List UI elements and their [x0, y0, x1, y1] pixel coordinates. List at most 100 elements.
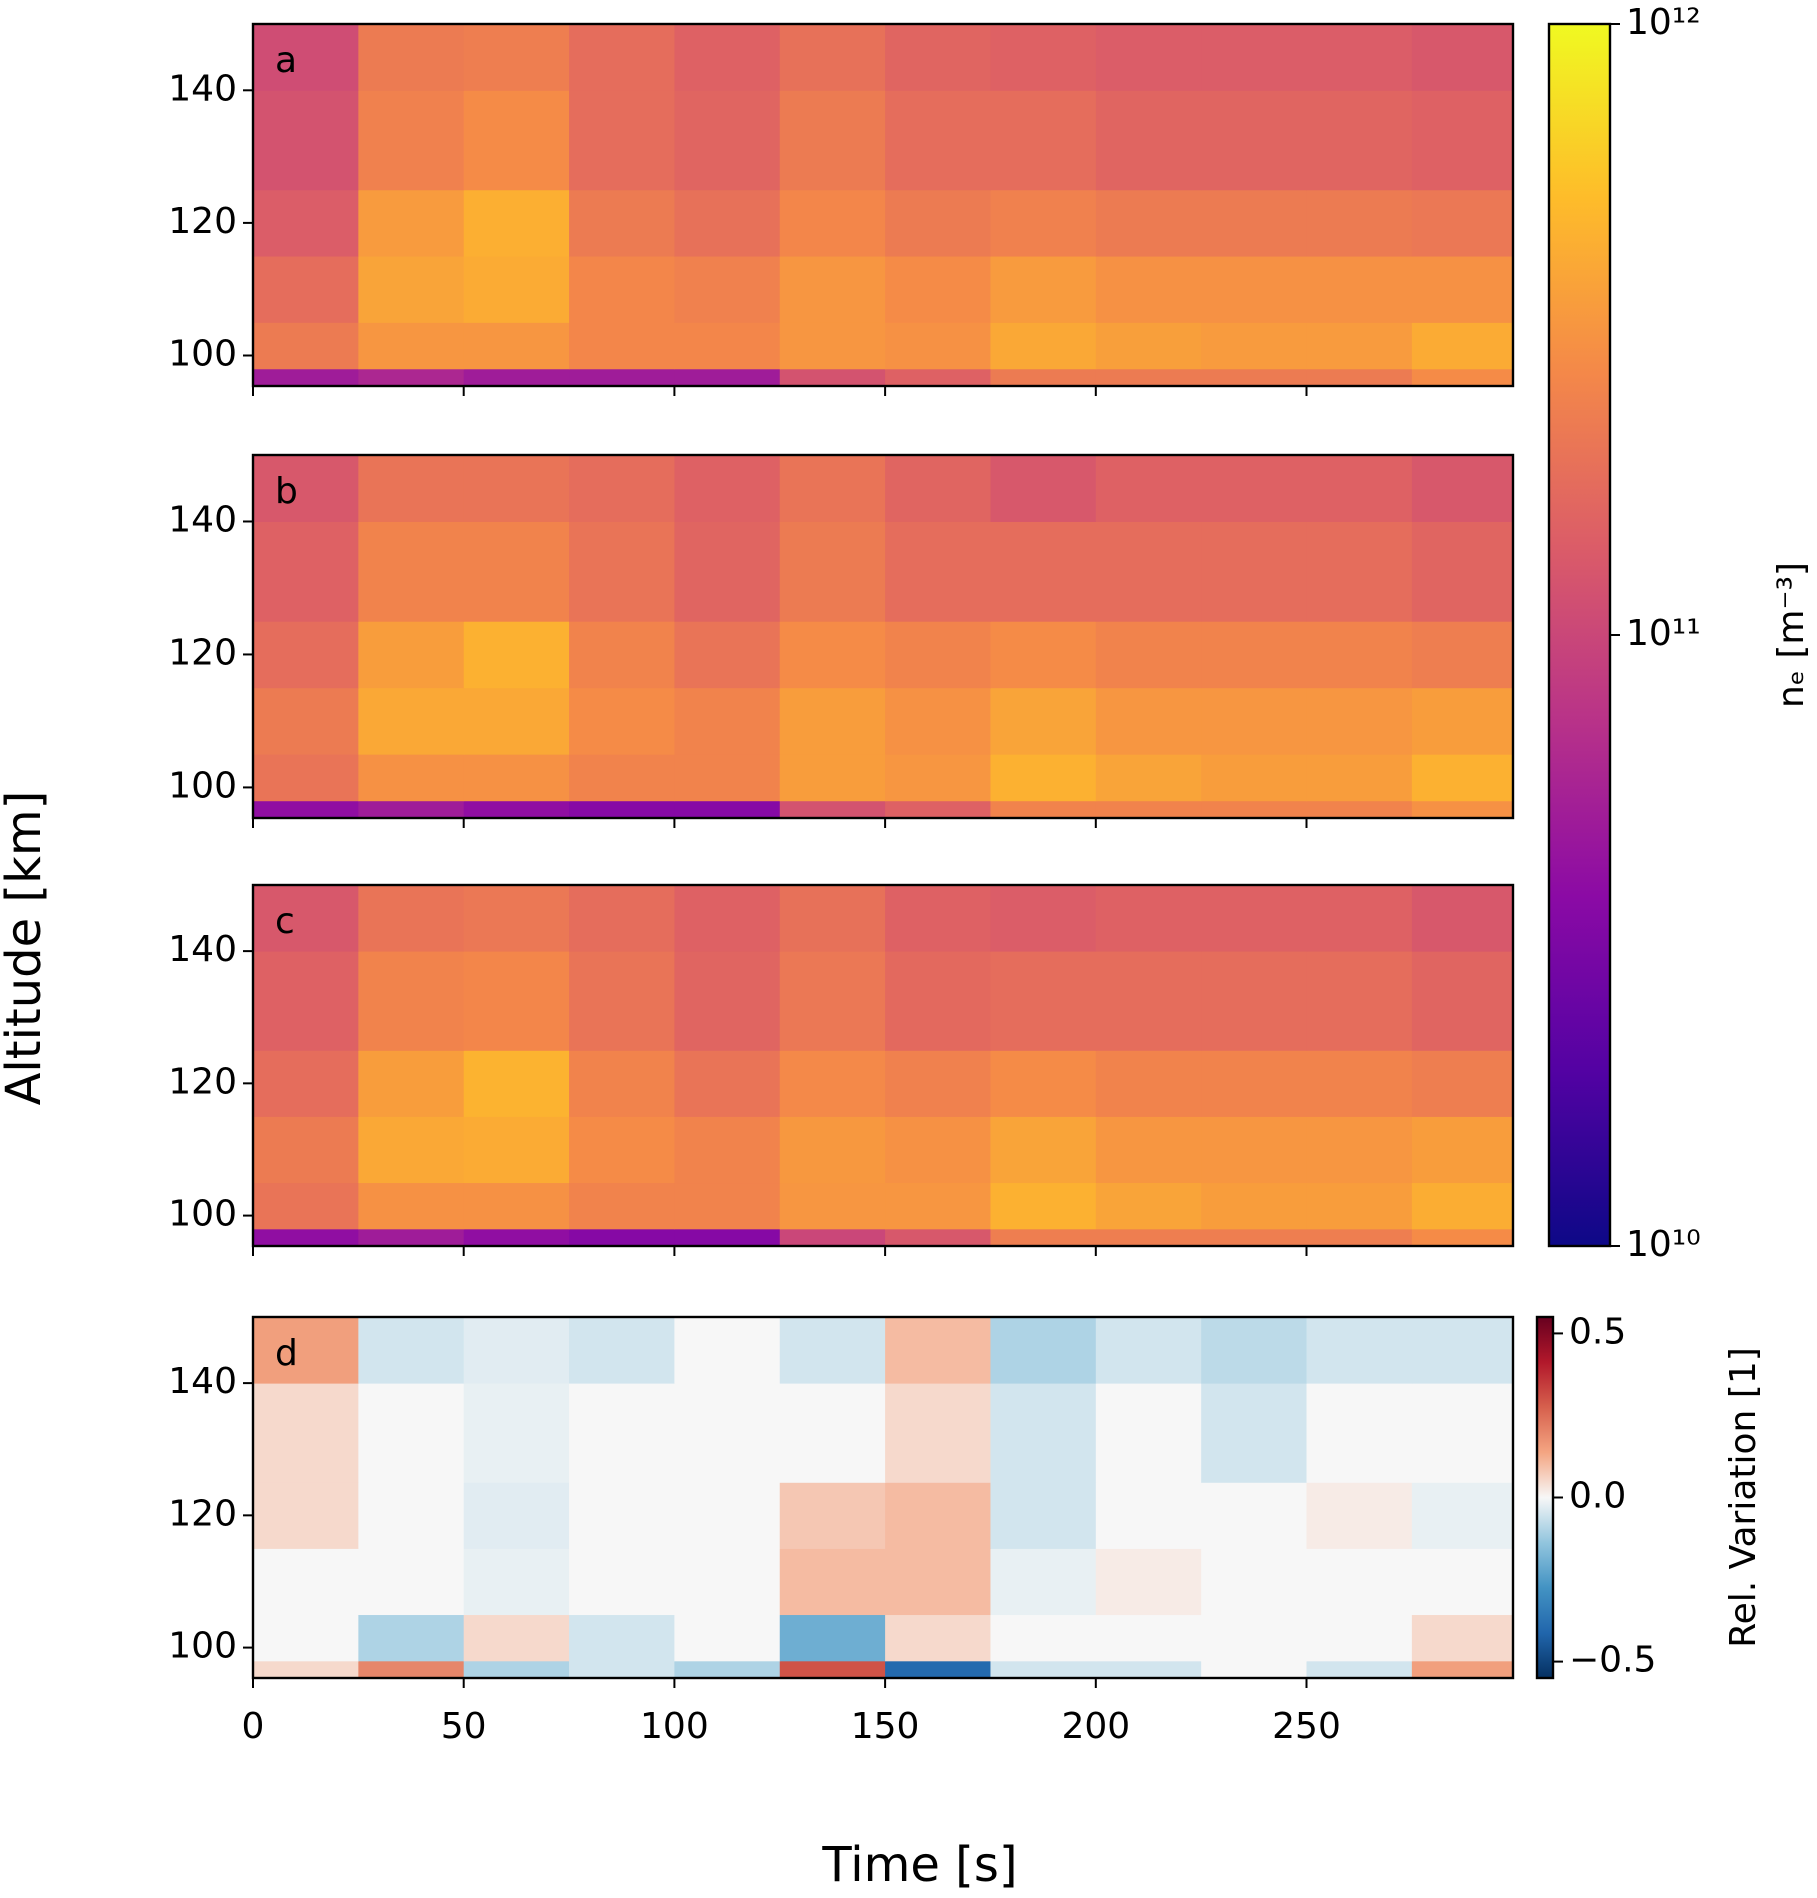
heatmap-cell	[463, 322, 570, 370]
heatmap-cell	[358, 1116, 465, 1184]
heatmap-cell	[1095, 800, 1202, 819]
heatmap-cell	[358, 24, 465, 91]
heatmap-cell	[463, 1116, 570, 1184]
heatmap-cell	[779, 885, 886, 952]
heatmap-cell	[674, 322, 781, 370]
axes-frame	[251, 22, 1515, 388]
heatmap-cell	[885, 1116, 991, 1184]
heatmap-cell	[885, 90, 991, 191]
heatmap-cell	[1306, 1482, 1413, 1549]
heatmap-cell	[674, 951, 781, 1051]
heatmap-cell	[990, 368, 1097, 387]
heatmap-cell	[779, 951, 886, 1051]
heatmap-cell	[1201, 521, 1308, 622]
heatmap-cell	[990, 951, 1097, 1051]
colorbar-label: Rel. Variation [1]	[1723, 1347, 1764, 1648]
heatmap-cell	[569, 951, 675, 1051]
heatmap-cell	[253, 1228, 359, 1247]
x-tick-label: 50	[441, 1706, 487, 1747]
heatmap-cell	[463, 1050, 570, 1117]
heatmap-cell	[779, 1660, 886, 1679]
heatmap-cell	[463, 1614, 570, 1662]
heatmap-cell	[1306, 885, 1413, 952]
y-tick-label: 140	[168, 929, 237, 970]
y-tick-label: 100	[168, 334, 237, 375]
heatmap-cell	[1411, 1614, 1514, 1662]
heatmap-cell	[358, 1548, 465, 1616]
heatmap-cell	[1095, 951, 1202, 1051]
heatmap-cell	[1201, 1660, 1308, 1679]
heatmap-cell	[1201, 24, 1308, 91]
colorbar-tick-label: 10¹²	[1626, 2, 1701, 43]
heatmap-cell	[1306, 800, 1413, 819]
heatmap-cell	[1095, 621, 1202, 689]
heatmap-cell	[1201, 1182, 1308, 1230]
panel-label: d	[275, 1333, 298, 1374]
heatmap-cell	[1411, 621, 1514, 689]
heatmap-cell	[1095, 322, 1202, 370]
heatmap-cell	[253, 1116, 359, 1184]
heatmap-cell	[569, 687, 675, 755]
heatmap-cell	[990, 521, 1097, 622]
heatmap-cell	[253, 189, 359, 257]
heatmap-cell	[569, 1614, 675, 1662]
heatmap-cell	[885, 322, 991, 370]
heatmap-cell	[1306, 521, 1413, 622]
heatmap-cell	[885, 621, 991, 689]
heatmap-cell	[569, 90, 675, 191]
heatmap-cell	[253, 521, 359, 622]
heatmap-cell	[674, 754, 781, 802]
heatmap-cell	[253, 90, 359, 191]
heatmap-cell	[779, 455, 886, 522]
heatmap-cell	[253, 1614, 359, 1662]
heatmap-cell	[463, 951, 570, 1051]
y-tick-label: 100	[168, 1194, 237, 1235]
heatmap-cell	[1095, 1548, 1202, 1616]
heatmap-cell	[885, 1050, 991, 1117]
heatmap-cell	[253, 1182, 359, 1230]
heatmap-cell	[779, 1050, 886, 1117]
heatmap-cell	[1306, 1660, 1413, 1679]
heatmap-cell	[1411, 1548, 1514, 1616]
colorbar-tick-label: 10¹¹	[1626, 613, 1701, 654]
heatmap-cell	[990, 1482, 1097, 1549]
heatmap-cell	[779, 1228, 886, 1247]
heatmap-cell	[674, 1614, 781, 1662]
colorbar-label: nₑ [m⁻³]	[1771, 562, 1812, 708]
heatmap-cell	[885, 1182, 991, 1230]
heatmap-cell	[358, 621, 465, 689]
heatmap-cell	[1411, 951, 1514, 1051]
heatmap-cell	[674, 455, 781, 522]
heatmap-cell	[358, 368, 465, 387]
heatmap-cell	[569, 189, 675, 257]
heatmap-cell	[358, 1383, 465, 1483]
heatmap	[253, 24, 1514, 387]
heatmap-cell	[779, 1116, 886, 1184]
heatmap-cell	[463, 189, 570, 257]
heatmap-cell	[1306, 1548, 1413, 1616]
heatmap-cell	[885, 1482, 991, 1549]
heatmap-cell	[358, 754, 465, 802]
heatmap-cell	[1095, 1317, 1202, 1384]
heatmap-cell	[1306, 256, 1413, 323]
heatmap-cell	[674, 621, 781, 689]
heatmap-cell	[1411, 1383, 1514, 1483]
heatmap-cell	[674, 521, 781, 622]
heatmap-cell	[358, 951, 465, 1051]
heatmap-cell	[1411, 521, 1514, 622]
heatmap-cell	[779, 24, 886, 91]
y-tick-label: 120	[168, 201, 237, 242]
heatmap-cell	[358, 1228, 465, 1247]
heatmap-cell	[569, 800, 675, 819]
heatmap-cell	[990, 885, 1097, 952]
heatmap-cell	[885, 1383, 991, 1483]
heatmap-cell	[569, 1116, 675, 1184]
heatmap-cell	[463, 1228, 570, 1247]
heatmap-cell	[358, 521, 465, 622]
x-tick-label: 0	[242, 1706, 265, 1747]
heatmap-cell	[1201, 256, 1308, 323]
heatmap-cell	[569, 1660, 675, 1679]
panel-label: b	[275, 471, 298, 512]
